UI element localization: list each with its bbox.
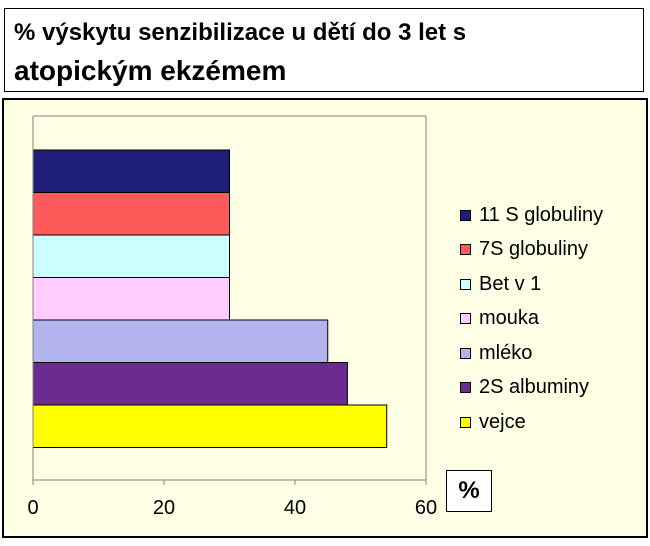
chart-title-line2: atopickým ekzémem <box>14 55 287 86</box>
legend-item-bet-v-1: Bet v 1 <box>460 267 640 302</box>
legend-swatch <box>460 313 471 325</box>
legend-label: mouka <box>479 307 540 330</box>
x-tick-label-0: 0 <box>27 497 38 519</box>
legend-item-mouka: mouka <box>460 302 640 337</box>
legend-swatch <box>460 278 471 290</box>
x-tick-label-60: 60 <box>415 497 437 519</box>
legend-item-2s-albuminy: 2S albuminy <box>460 371 640 406</box>
bar-mouka <box>32 277 230 321</box>
legend-item-7s-globuliny: 7S globuliny <box>460 233 640 268</box>
legend-item-mléko: mléko <box>460 336 640 371</box>
bar-11-s-globuliny <box>32 149 230 193</box>
legend-label: 11 S globuliny <box>479 203 604 226</box>
legend-swatch <box>460 382 471 394</box>
bar-2s-albuminy <box>32 362 348 406</box>
legend-label: Bet v 1 <box>479 272 542 295</box>
x-tick-label-20: 20 <box>153 497 175 519</box>
legend-label: mléko <box>479 341 533 364</box>
legend-label: vejce <box>479 410 526 433</box>
x-axis-unit-label: % <box>446 470 492 512</box>
chart-title-box: % výskytu senzibilizace u dětí do 3 let … <box>4 8 644 92</box>
chart-title-line1: % výskytu senzibilizace u dětí do 3 let … <box>14 19 467 46</box>
bar-7s-globuliny <box>32 192 230 236</box>
chart-area <box>2 98 648 538</box>
bar-mléko <box>32 319 329 363</box>
legend-swatch <box>460 209 471 221</box>
x-tick-label-40: 40 <box>284 497 306 519</box>
bar-vejce <box>32 404 388 448</box>
legend-label: 2S albuminy <box>479 376 590 399</box>
legend-swatch <box>460 416 471 428</box>
legend-item-11-s-globuliny: 11 S globuliny <box>460 198 640 233</box>
legend-swatch <box>460 244 471 256</box>
legend-item-vejce: vejce <box>460 405 640 440</box>
bar-bet-v-1 <box>32 234 230 278</box>
legend-swatch <box>460 347 471 359</box>
legend: 11 S globuliny 7S globuliny Bet v 1 mouka ml… <box>460 198 640 440</box>
legend-label: 7S globuliny <box>479 238 588 261</box>
